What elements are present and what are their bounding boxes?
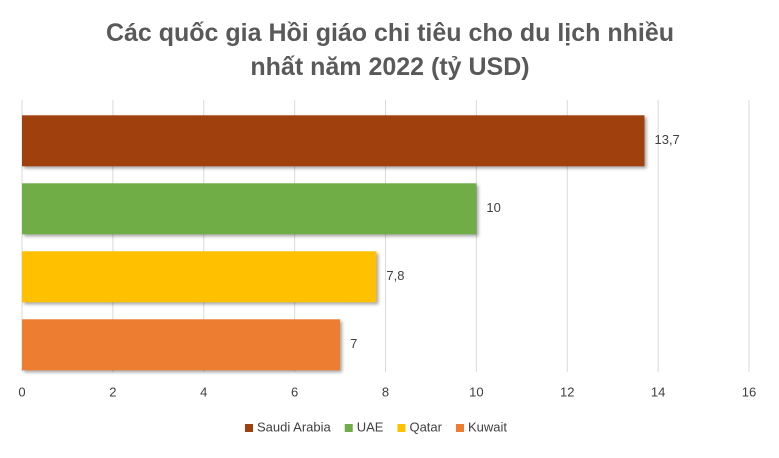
- x-tick-label: 12: [560, 384, 574, 399]
- legend-swatch: [245, 424, 253, 432]
- data-label: 7,8: [386, 268, 404, 283]
- legend-label: Saudi Arabia: [257, 419, 331, 434]
- chart-title: Các quốc gia Hồi giáo chi tiêu cho du lị…: [105, 19, 675, 81]
- data-label: 13,7: [654, 132, 679, 147]
- x-tick-label: 6: [291, 384, 298, 399]
- x-tick-label: 8: [382, 384, 389, 399]
- x-tick-label: 14: [651, 384, 665, 399]
- legend-swatch: [397, 424, 406, 432]
- x-tick-label: 2: [109, 384, 116, 399]
- bar: [22, 183, 477, 235]
- legend-label: Kuwait: [468, 419, 507, 434]
- bar: [22, 319, 341, 371]
- data-label: 10: [486, 200, 500, 215]
- legend-label: Qatar: [409, 419, 442, 434]
- bar: [22, 251, 377, 303]
- x-tick-label: 10: [469, 384, 483, 399]
- x-tick-label: 16: [742, 384, 756, 399]
- x-tick-label: 4: [200, 384, 207, 399]
- legend-swatch: [344, 424, 353, 432]
- data-label: 7: [350, 336, 357, 351]
- bar: [22, 115, 645, 167]
- legend-swatch: [455, 424, 464, 432]
- x-tick-label: 0: [18, 384, 25, 399]
- legend-label: UAE: [357, 419, 384, 434]
